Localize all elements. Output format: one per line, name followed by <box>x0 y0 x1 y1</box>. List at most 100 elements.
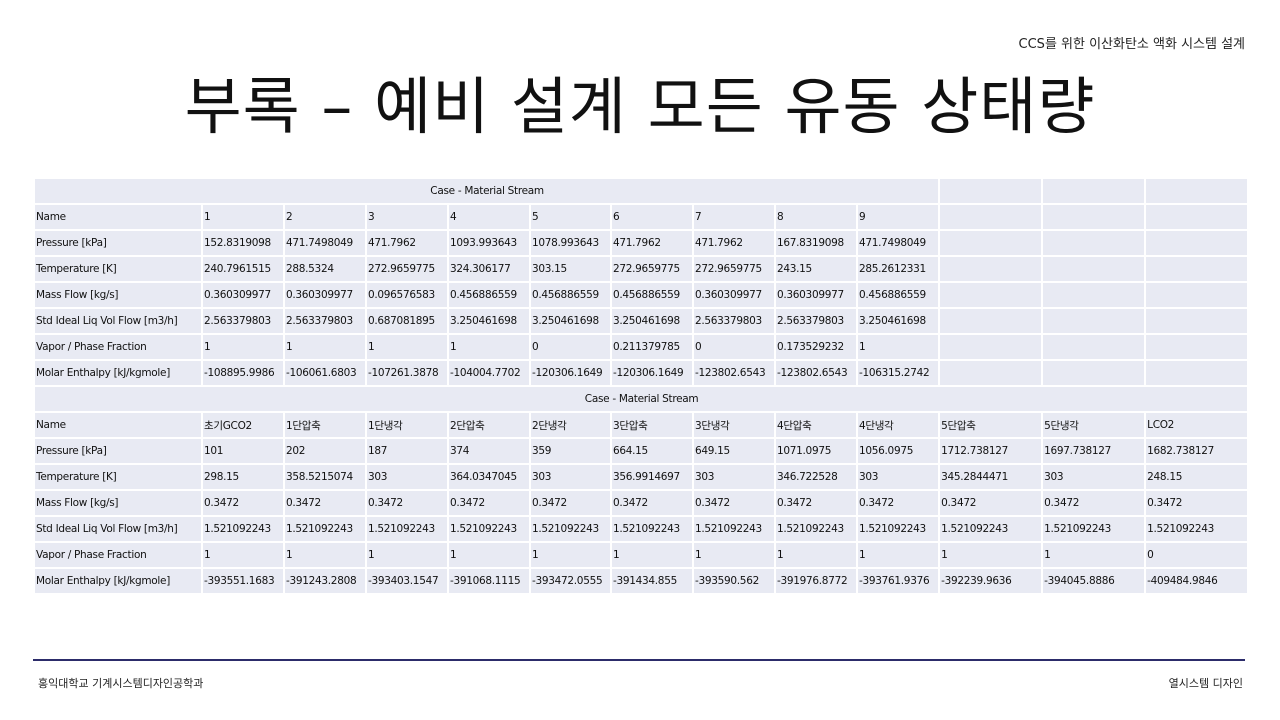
table-cell: 3.250461698 <box>855 307 941 335</box>
table-cell: 초기GCO2 <box>201 411 285 439</box>
empty-cell <box>1144 307 1250 335</box>
table-cell: 2단압축 <box>447 411 531 439</box>
table-cell: -106061.6803 <box>283 359 367 387</box>
table-cell: 471.7498049 <box>283 229 367 257</box>
table-cell: 0.360309977 <box>692 281 776 309</box>
table-cell: 303 <box>365 463 449 491</box>
table-cell: 0.3472 <box>283 489 367 517</box>
table-cell: 8 <box>774 203 858 231</box>
table-cell: 1 <box>365 333 449 361</box>
empty-cell <box>1144 255 1250 283</box>
table-cell: 2.563379803 <box>201 307 285 335</box>
table-cell: 1.521092243 <box>1144 515 1250 543</box>
table-cell: 3단냉각 <box>692 411 776 439</box>
table-row: Molar Enthalpy [kJ/kgmole] -108895.9986 -1… <box>33 359 1250 387</box>
table-row: Pressure [kPa] 152.8319098 471.7498049 471.… <box>33 229 1250 257</box>
table-cell: 0 <box>1144 541 1250 569</box>
table-cell: 664.15 <box>610 437 694 465</box>
row-label: Std Ideal Liq Vol Flow [m3/h] <box>33 307 203 335</box>
table-caption-row: Case - Material Stream <box>32 177 1250 205</box>
header-title: CCS를 위한 이산화탄소 액화 시스템 설계 <box>1018 37 1245 52</box>
table-cell: 1.521092243 <box>529 515 612 543</box>
table-cell: 0.360309977 <box>774 281 858 309</box>
table-cell: 0.456886559 <box>855 281 941 309</box>
table-row: Name 초기GCO2 1단압축 1단냉각 2단압축 2단냉각 3단압축 3단냉각 4단압축 4단… <box>33 411 1250 439</box>
table-cell: 1 <box>447 333 531 361</box>
table-cell: -394045.8886 <box>1041 567 1147 595</box>
empty-cell <box>1144 229 1250 257</box>
empty-cell <box>1041 333 1147 361</box>
empty-cell <box>1144 177 1250 205</box>
row-label: Molar Enthalpy [kJ/kgmole] <box>33 359 203 387</box>
table-cell: 101 <box>201 437 285 465</box>
table-cell: 0.687081895 <box>365 307 449 335</box>
table-row: Mass Flow [kg/s] 0.360309977 0.360309977 0.… <box>33 281 1250 309</box>
table-cell: -123802.6543 <box>774 359 858 387</box>
table-row: Vapor / Phase Fraction 1 1 1 1 0 0.211379785 0 0… <box>33 333 1250 361</box>
page-title: 부록 – 예비 설계 모든 유동 상태량 <box>184 70 1096 143</box>
row-label: Vapor / Phase Fraction <box>33 541 203 569</box>
table-cell: -123802.6543 <box>692 359 776 387</box>
table-cell: 0.3472 <box>692 489 776 517</box>
empty-cell <box>938 359 1044 387</box>
row-label: Name <box>33 411 203 439</box>
row-label: Std Ideal Liq Vol Flow [m3/h] <box>33 515 203 543</box>
table-cell: LCO2 <box>1144 411 1250 439</box>
table-row: Std Ideal Liq Vol Flow [m3/h] 2.563379803… <box>33 307 1250 335</box>
table-cell: 272.9659775 <box>365 255 449 283</box>
table-cell: 1 <box>610 541 694 569</box>
table-cell: 202 <box>283 437 367 465</box>
table-cell: 1712.738127 <box>938 437 1044 465</box>
table-cell: 248.15 <box>1144 463 1250 491</box>
table-cell: 1056.0975 <box>855 437 941 465</box>
row-label: Mass Flow [kg/s] <box>33 489 203 517</box>
table-cell: 0.3472 <box>1041 489 1147 517</box>
table-cell: 3 <box>365 203 449 231</box>
table-cell: -391243.2808 <box>283 567 367 595</box>
table-cell: -393590.562 <box>692 567 776 595</box>
table-cell: 0.211379785 <box>610 333 694 361</box>
empty-cell <box>938 255 1044 283</box>
empty-cell <box>1144 333 1250 361</box>
table-caption: Case - Material Stream <box>32 177 941 205</box>
table-cell: 1 <box>529 541 612 569</box>
table-cell: 471.7962 <box>365 229 449 257</box>
table-cell: 359 <box>529 437 612 465</box>
empty-cell <box>938 307 1044 335</box>
table-cell: 1078.993643 <box>529 229 612 257</box>
table-cell: 0.3472 <box>365 489 449 517</box>
table-cell: 1 <box>774 541 858 569</box>
table-cell: 1.521092243 <box>692 515 776 543</box>
empty-cell <box>938 281 1044 309</box>
table-cell: 0.3472 <box>938 489 1044 517</box>
empty-cell <box>1041 177 1147 205</box>
empty-cell <box>1144 203 1250 231</box>
table-cell: 1 <box>201 203 285 231</box>
table-cell: 3.250461698 <box>447 307 531 335</box>
table-cell: 1.521092243 <box>1041 515 1147 543</box>
table-cell: 1.521092243 <box>855 515 941 543</box>
empty-cell <box>1144 281 1250 309</box>
table-cell: 7 <box>692 203 776 231</box>
table-cell: 0.3472 <box>610 489 694 517</box>
table-cell: 0.456886559 <box>447 281 531 309</box>
table-cell: 303 <box>692 463 776 491</box>
row-label: Pressure [kPa] <box>33 229 203 257</box>
table-cell: 2 <box>283 203 367 231</box>
empty-cell <box>938 333 1044 361</box>
row-label: Temperature [K] <box>33 463 203 491</box>
table-cell: 649.15 <box>692 437 776 465</box>
table-row: Molar Enthalpy [kJ/kgmole] -393551.1683 -3… <box>33 567 1250 595</box>
table-cell: 187 <box>365 437 449 465</box>
table-cell: 0 <box>692 333 776 361</box>
table-cell: 1.521092243 <box>365 515 449 543</box>
row-label: Molar Enthalpy [kJ/kgmole] <box>33 567 203 595</box>
table-cell: 1단압축 <box>283 411 367 439</box>
row-label: Temperature [K] <box>33 255 203 283</box>
table-row: Name 1 2 3 4 5 6 7 8 9 <box>33 203 1250 231</box>
row-label: Vapor / Phase Fraction <box>33 333 203 361</box>
table-cell: 1.521092243 <box>610 515 694 543</box>
table-cell: 303 <box>1041 463 1147 491</box>
table-cell: 1단냉각 <box>365 411 449 439</box>
table-row: Pressure [kPa] 101 202 187 374 359 664.15 649.1… <box>33 437 1250 465</box>
